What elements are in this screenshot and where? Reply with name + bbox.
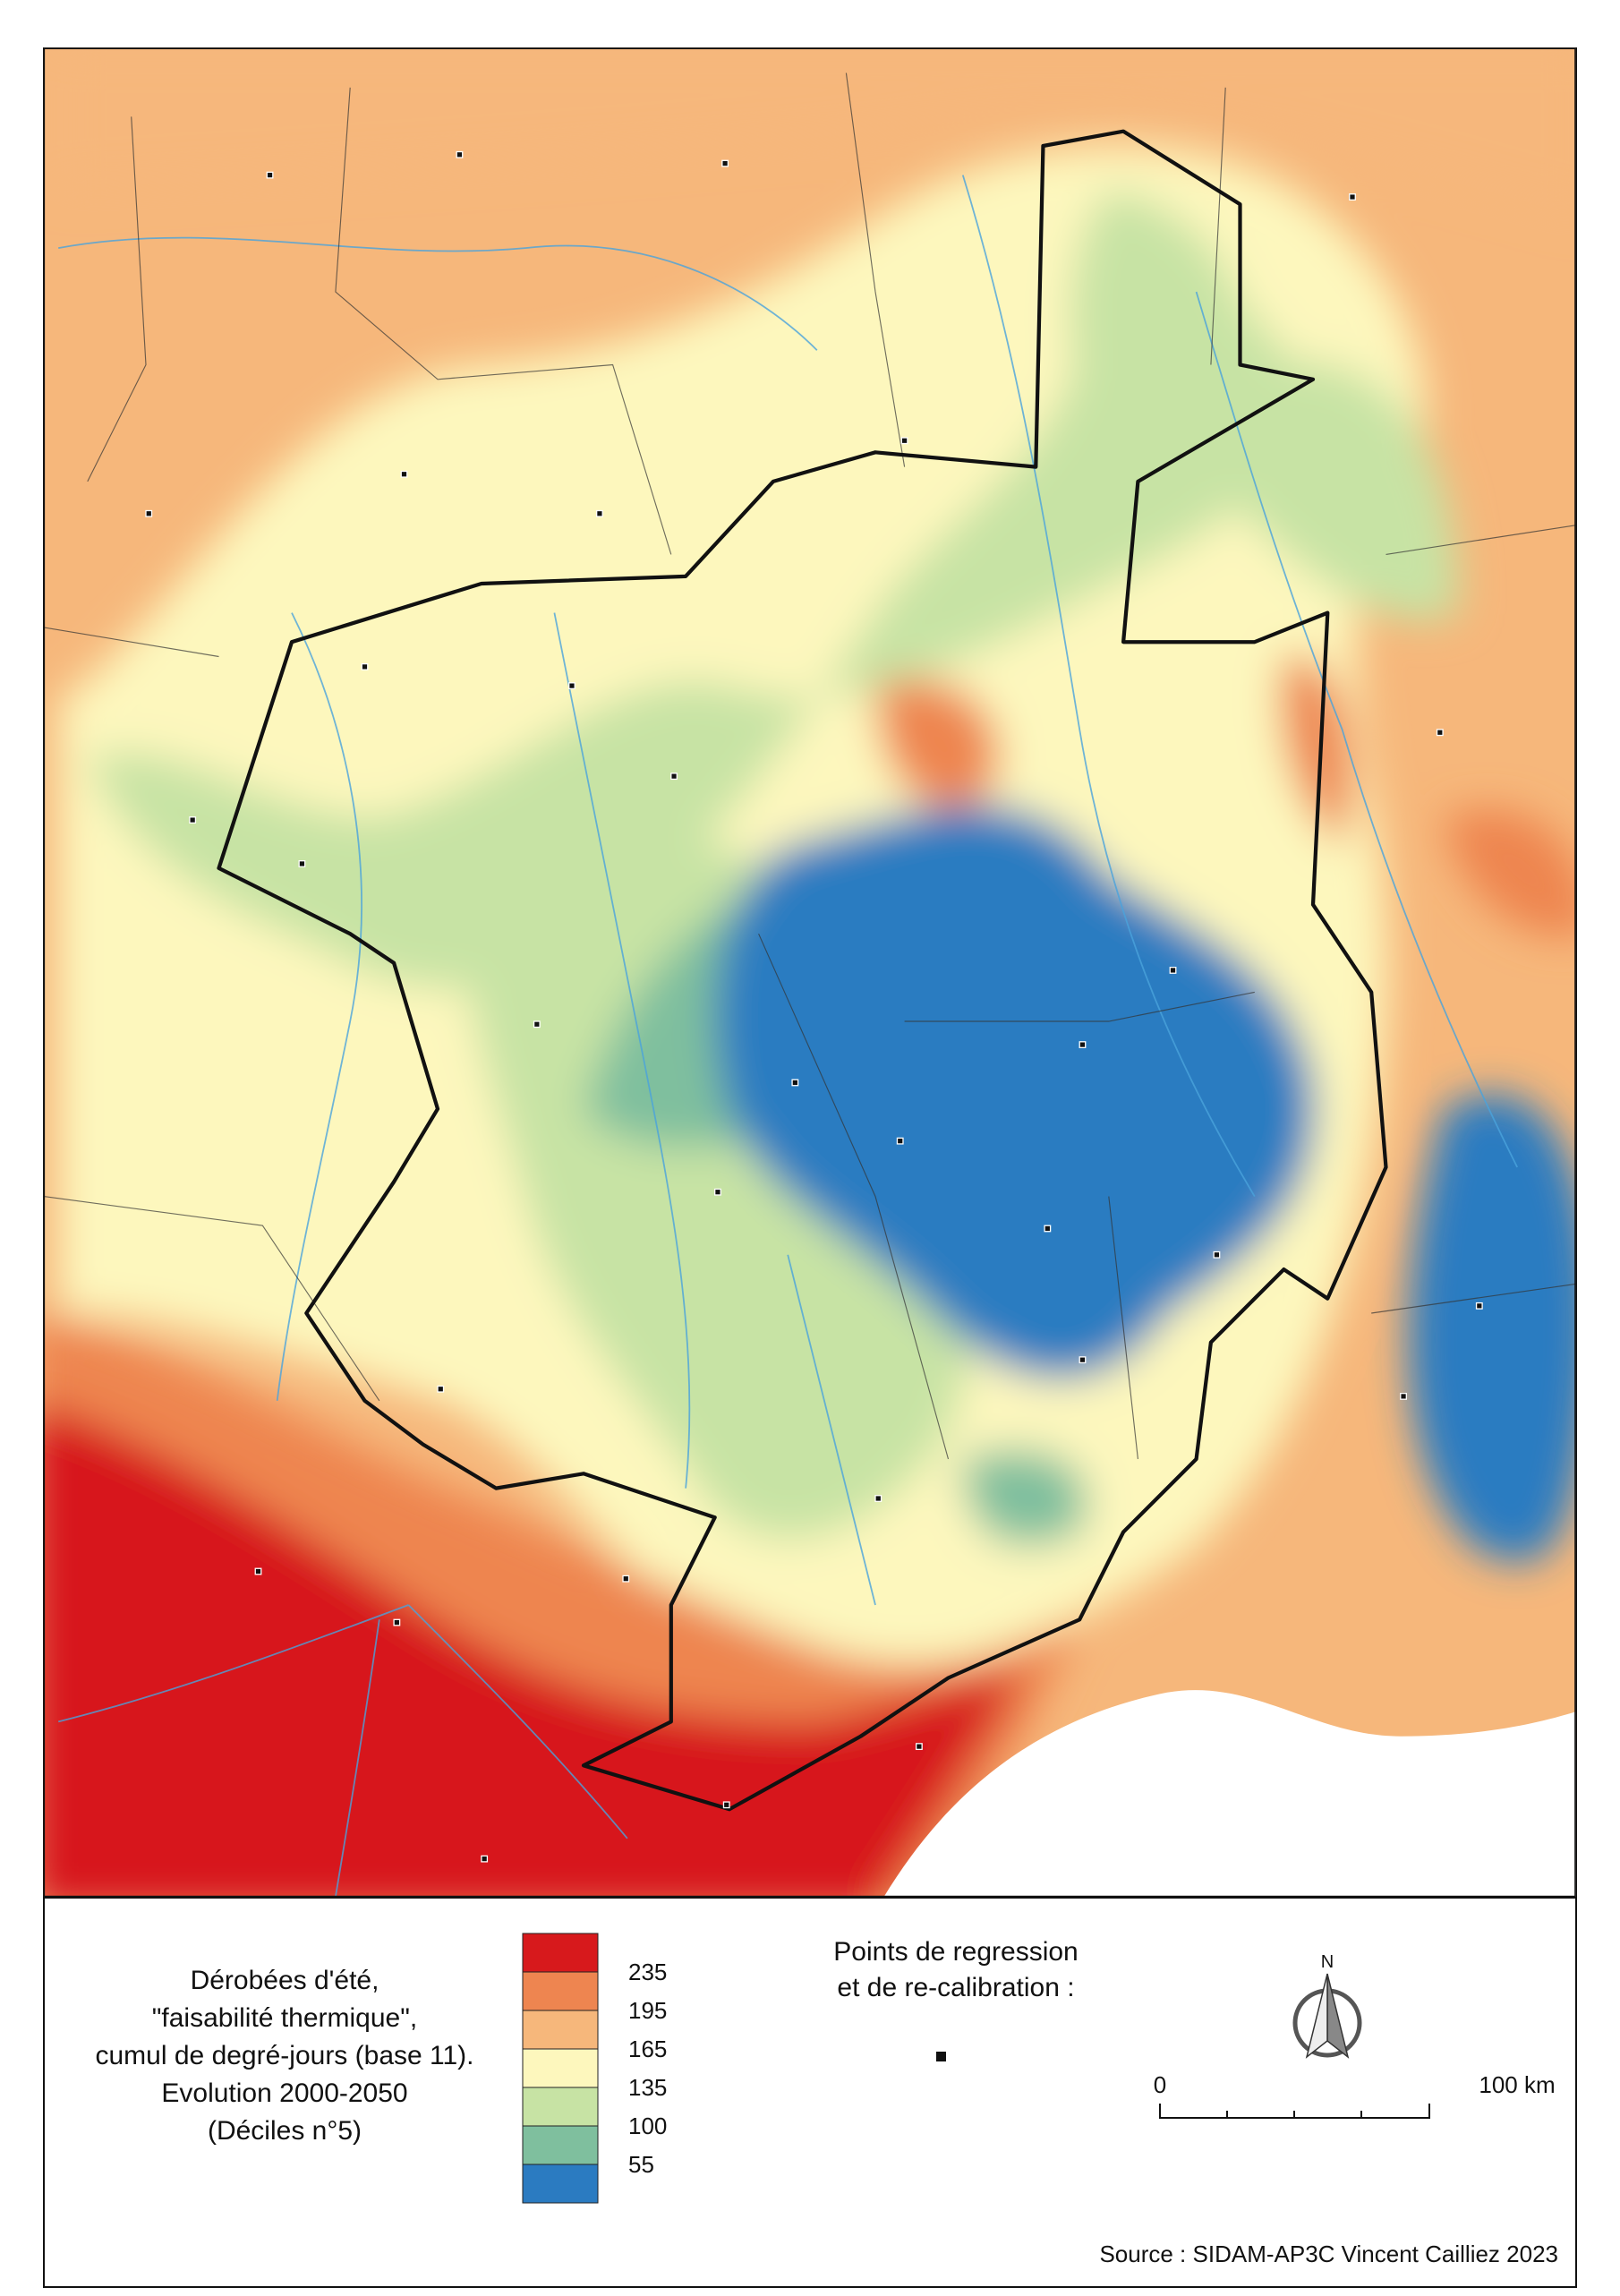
- legend-break-label: 100: [628, 2112, 667, 2139]
- legend-title-line: (Déciles n°5): [208, 2116, 362, 2146]
- legend-classes: 235 195 165 135 100 55: [522, 1933, 667, 2204]
- region-border: [217, 129, 1388, 1812]
- scale-bar: 0 100 km: [1154, 2071, 1556, 2119]
- legend-swatch: [522, 2125, 599, 2165]
- legend-break-label: 235: [628, 1959, 667, 1985]
- legend-title-line: Dérobées d'été,: [191, 1966, 379, 1995]
- legend-break-label: 135: [628, 2074, 667, 2101]
- points-legend-symbol: [936, 2052, 946, 2061]
- thermal-zones: [43, 47, 1576, 1897]
- legend-title: Dérobées d'été, "faisabilité thermique", c…: [96, 1966, 474, 2146]
- legend-break-label: 195: [628, 1997, 667, 2024]
- legend-swatch: [522, 1933, 599, 1973]
- legend-swatch: [522, 2164, 599, 2204]
- legend-swatch: [522, 2010, 599, 2050]
- regression-points: [145, 150, 1483, 1863]
- legend-title-line: cumul de degré-jours (base 11).: [96, 2041, 474, 2070]
- rivers: [57, 175, 1519, 1897]
- legend-swatch: [522, 2087, 599, 2127]
- north-label: N: [1321, 1952, 1334, 1972]
- legend-title-line: Evolution 2000-2050: [161, 2078, 407, 2108]
- scale-start: 0: [1154, 2071, 1166, 2098]
- points-legend-line: et de re-calibration :: [837, 1973, 1074, 2002]
- map: [43, 47, 1576, 1897]
- points-legend-line: Points de regression: [833, 1937, 1079, 1967]
- admin-boundaries: [43, 73, 1576, 1460]
- legend-swatch: [522, 2048, 599, 2088]
- legend-title-line: "faisabilité thermique",: [152, 2003, 417, 2033]
- legend-break-label: 165: [628, 2036, 667, 2062]
- source: Source : SIDAM-AP3C Vincent Cailliez 202…: [1099, 2241, 1558, 2267]
- north-arrow: N: [1292, 1952, 1362, 2059]
- sea: [883, 1690, 1576, 1897]
- scale-end: 100 km: [1479, 2071, 1555, 2098]
- legend-break-label: 55: [628, 2151, 654, 2178]
- legend-swatch: [522, 1971, 599, 2011]
